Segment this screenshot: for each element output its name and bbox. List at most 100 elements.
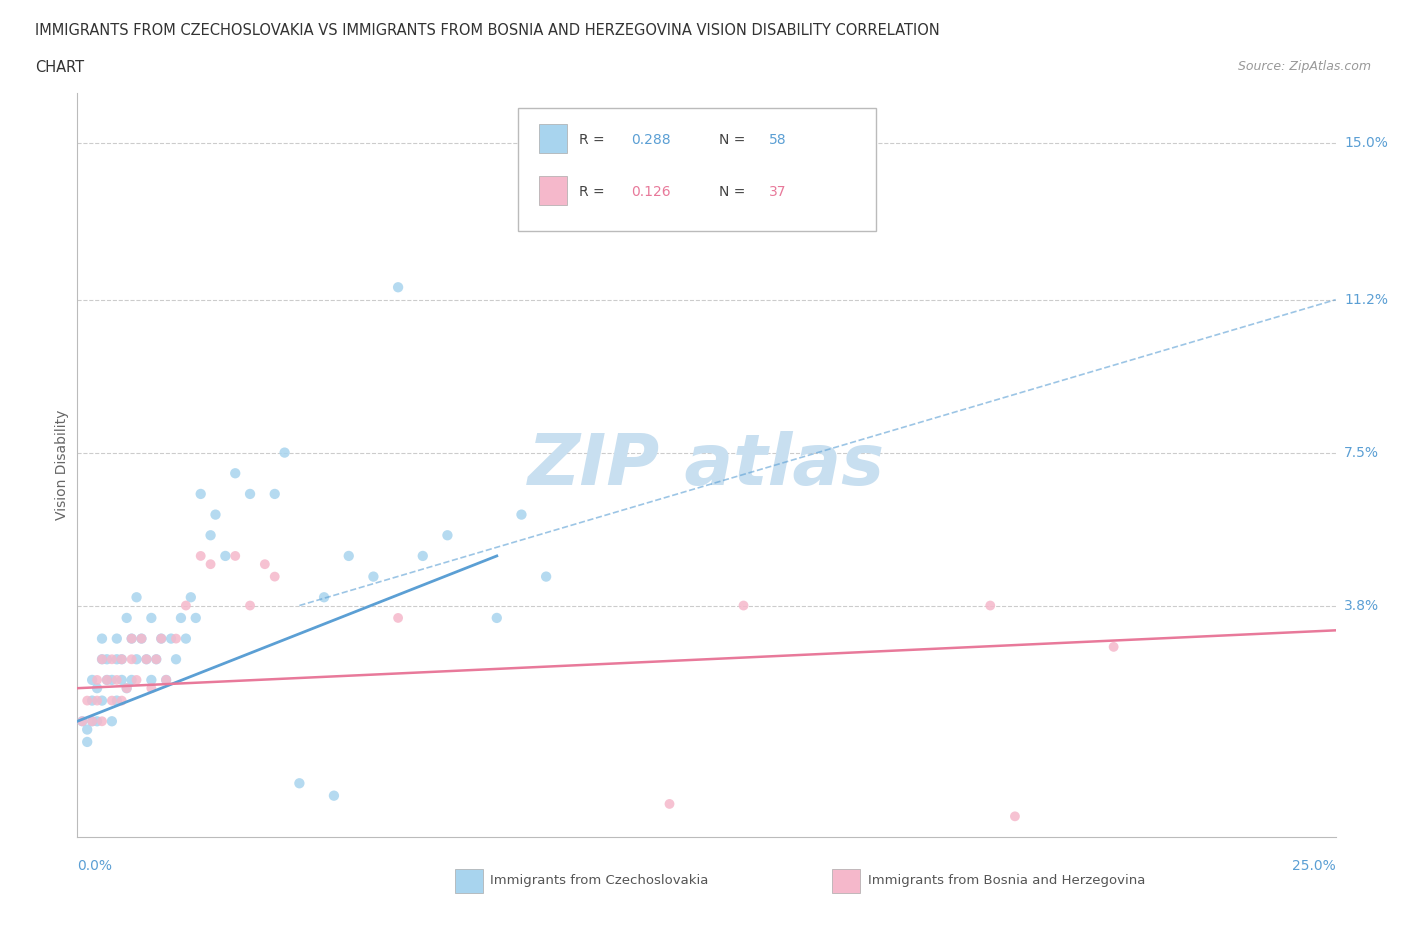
Point xyxy=(979,598,1001,613)
Point xyxy=(86,681,108,696)
Text: 58: 58 xyxy=(769,133,787,147)
FancyBboxPatch shape xyxy=(538,176,567,206)
Point xyxy=(101,652,124,667)
Point xyxy=(105,693,128,708)
Point xyxy=(190,549,212,564)
FancyBboxPatch shape xyxy=(456,869,482,893)
Point xyxy=(82,672,104,687)
Point xyxy=(239,598,262,613)
Point xyxy=(91,652,114,667)
Point xyxy=(105,631,128,646)
Point xyxy=(200,528,222,543)
Point xyxy=(91,714,114,729)
Text: 25.0%: 25.0% xyxy=(1292,859,1336,873)
Point xyxy=(125,590,148,604)
Point xyxy=(111,652,134,667)
Point xyxy=(72,714,94,729)
Text: N =: N = xyxy=(718,185,749,199)
Point xyxy=(174,631,197,646)
Text: R =: R = xyxy=(579,133,609,147)
Point xyxy=(76,735,98,750)
Point xyxy=(135,652,157,667)
Point xyxy=(145,652,167,667)
Point xyxy=(239,486,262,501)
Point xyxy=(96,672,118,687)
Point xyxy=(214,549,236,564)
Point xyxy=(72,714,94,729)
Point xyxy=(115,681,138,696)
Text: 37: 37 xyxy=(769,185,787,199)
Point xyxy=(412,549,434,564)
Text: 7.5%: 7.5% xyxy=(1344,445,1379,459)
Point xyxy=(82,714,104,729)
Point xyxy=(184,610,207,625)
Point xyxy=(150,631,173,646)
Point xyxy=(224,549,246,564)
Point xyxy=(96,652,118,667)
Point xyxy=(121,672,143,687)
Point xyxy=(86,672,108,687)
Point xyxy=(145,652,167,667)
Point xyxy=(105,672,128,687)
Point xyxy=(180,590,202,604)
Point xyxy=(253,557,276,572)
Text: CHART: CHART xyxy=(35,60,84,75)
Point xyxy=(160,631,183,646)
Point xyxy=(125,672,148,687)
Point xyxy=(91,631,114,646)
Point xyxy=(141,610,163,625)
Point xyxy=(76,722,98,737)
Point xyxy=(101,693,124,708)
FancyBboxPatch shape xyxy=(538,124,567,153)
Text: 0.126: 0.126 xyxy=(631,185,671,199)
Point xyxy=(141,681,163,696)
Point xyxy=(111,672,134,687)
Point xyxy=(312,590,335,604)
Point xyxy=(111,652,134,667)
Point xyxy=(337,549,360,564)
Point xyxy=(131,631,153,646)
Point xyxy=(121,631,143,646)
Point xyxy=(658,796,681,811)
Point xyxy=(141,672,163,687)
Point xyxy=(485,610,508,625)
Point xyxy=(288,776,311,790)
Point xyxy=(82,693,104,708)
Point xyxy=(510,507,533,522)
Point xyxy=(121,652,143,667)
Text: N =: N = xyxy=(718,133,749,147)
Point xyxy=(200,557,222,572)
Text: Source: ZipAtlas.com: Source: ZipAtlas.com xyxy=(1237,60,1371,73)
Point xyxy=(91,652,114,667)
Point xyxy=(733,598,755,613)
Point xyxy=(387,280,409,295)
Point xyxy=(111,693,134,708)
Point xyxy=(273,445,295,460)
FancyBboxPatch shape xyxy=(517,108,876,231)
FancyBboxPatch shape xyxy=(832,869,860,893)
Point xyxy=(363,569,385,584)
Point xyxy=(121,631,143,646)
Text: IMMIGRANTS FROM CZECHOSLOVAKIA VS IMMIGRANTS FROM BOSNIA AND HERZEGOVINA VISION : IMMIGRANTS FROM CZECHOSLOVAKIA VS IMMIGR… xyxy=(35,23,939,38)
Text: R =: R = xyxy=(579,185,609,199)
Point xyxy=(263,486,285,501)
Point xyxy=(170,610,193,625)
Text: 0.0%: 0.0% xyxy=(77,859,112,873)
Point xyxy=(165,652,187,667)
Point xyxy=(91,693,114,708)
Point xyxy=(1102,640,1125,655)
Text: Immigrants from Czechoslovakia: Immigrants from Czechoslovakia xyxy=(491,873,709,886)
Text: ZIP atlas: ZIP atlas xyxy=(527,431,886,499)
Point xyxy=(150,631,173,646)
Point xyxy=(436,528,458,543)
Point xyxy=(101,672,124,687)
Point xyxy=(86,693,108,708)
Point xyxy=(174,598,197,613)
Point xyxy=(105,652,128,667)
Text: 11.2%: 11.2% xyxy=(1344,293,1388,307)
Point xyxy=(131,631,153,646)
Y-axis label: Vision Disability: Vision Disability xyxy=(55,410,69,520)
Point xyxy=(82,714,104,729)
Text: 15.0%: 15.0% xyxy=(1344,136,1388,150)
Point xyxy=(323,789,346,804)
